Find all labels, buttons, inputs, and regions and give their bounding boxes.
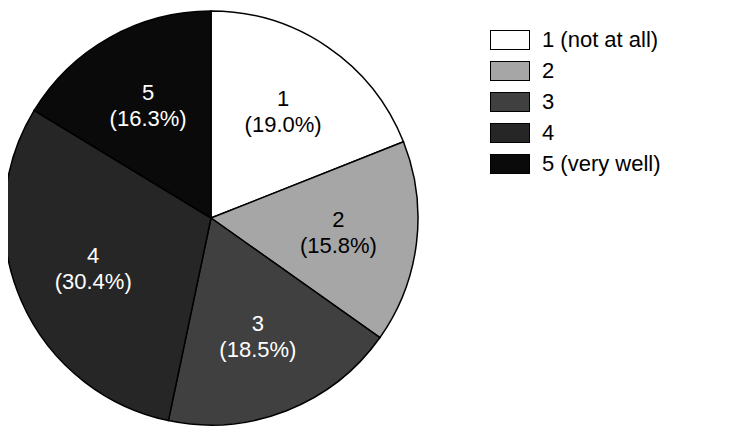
svg-text:5(16.3%): 5(16.3%) (110, 80, 187, 131)
html-text:4: 4 (542, 119, 555, 145)
svg-text:3(18.5%): 3(18.5%) (219, 311, 296, 362)
html-text:2: 2 (542, 57, 555, 83)
html-text:5 (very well): 5 (very well) (542, 150, 661, 176)
html-text:3: 3 (542, 88, 555, 114)
html-text:1 (not at all): 1 (not at all) (542, 26, 659, 52)
svg-text:2(15.8%): 2(15.8%) (300, 207, 377, 258)
svg-text:1(19.0%): 1(19.0%) (245, 86, 322, 137)
svg-text:4(30.4%): 4(30.4%) (55, 243, 132, 294)
